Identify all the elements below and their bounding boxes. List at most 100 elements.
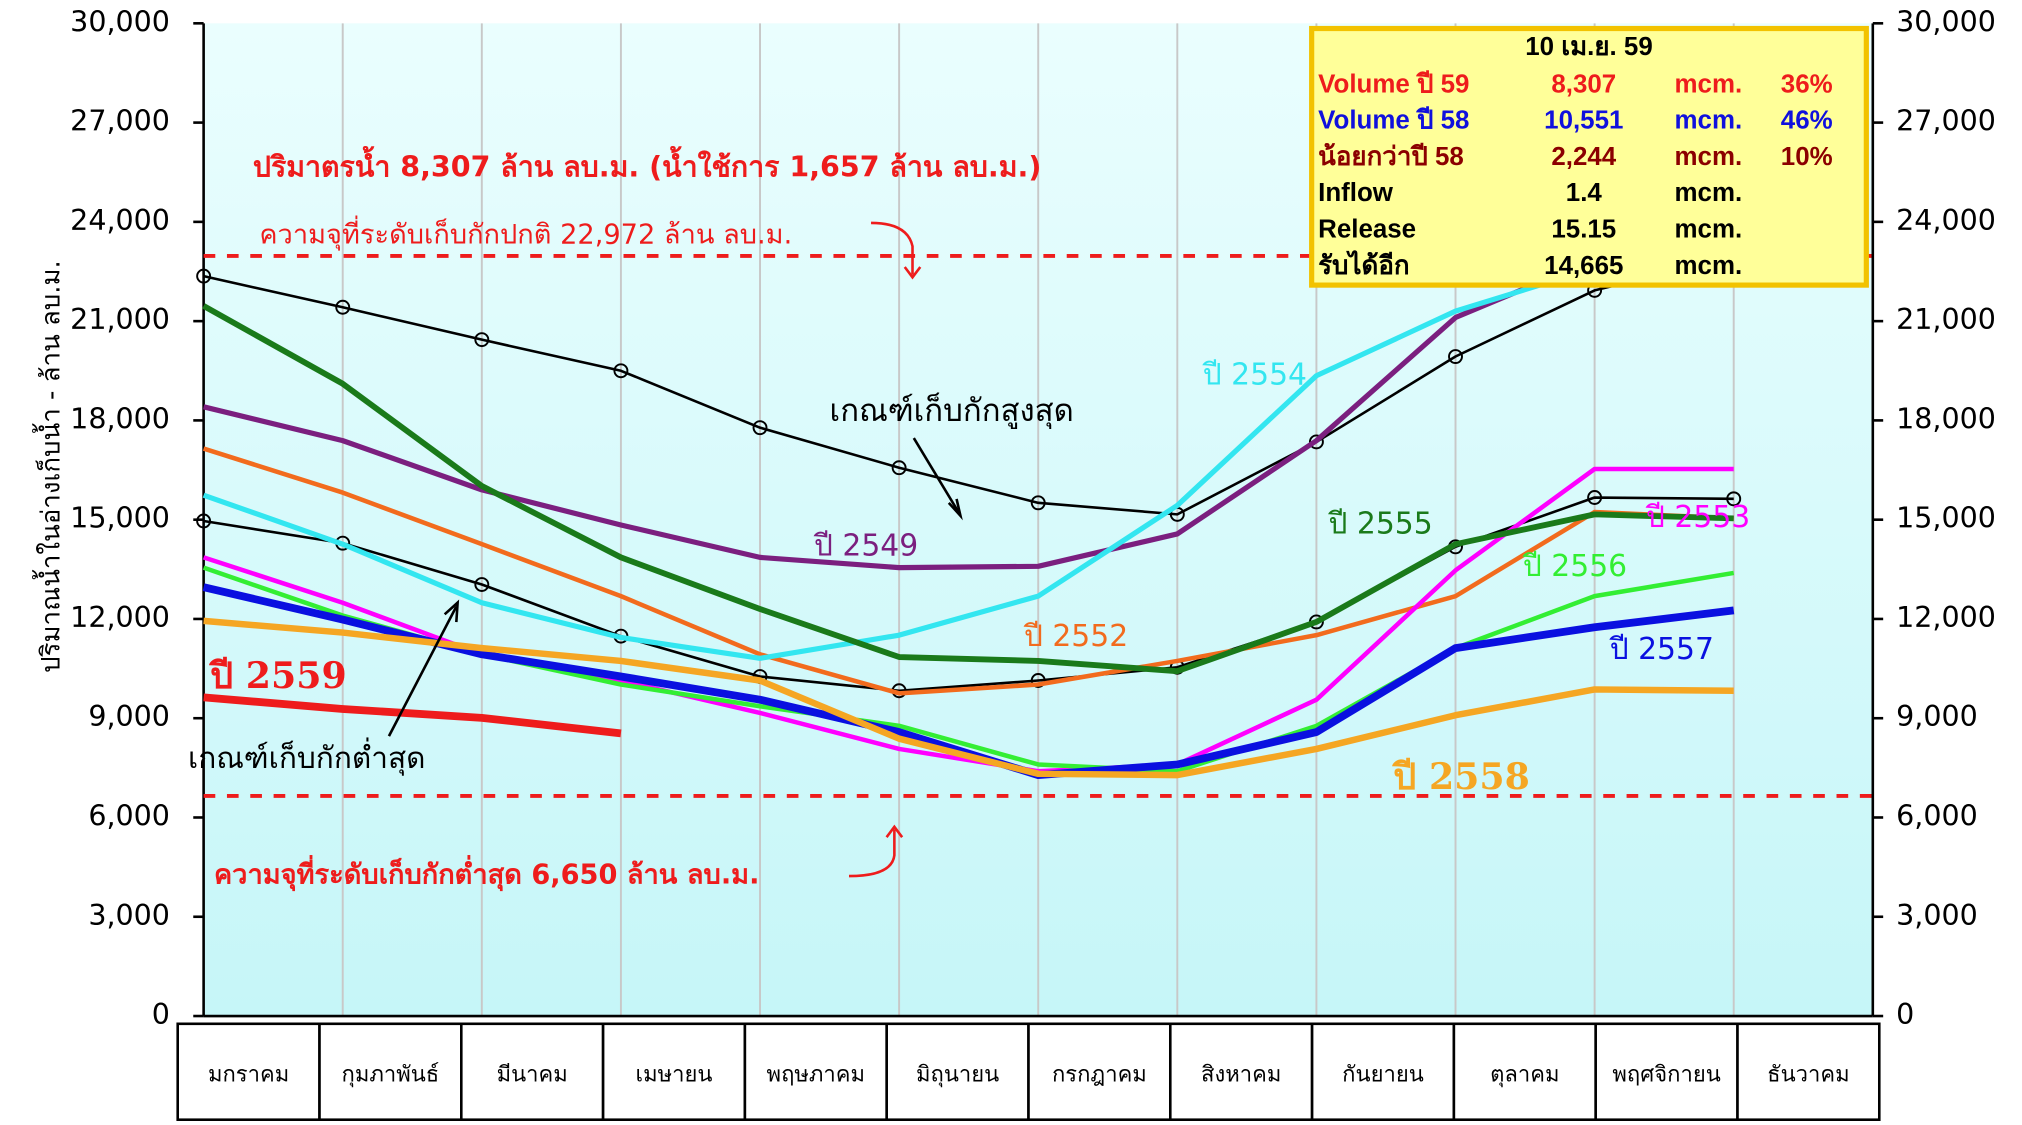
series-line bbox=[202, 446, 1734, 696]
info-cell: 2,244 bbox=[1551, 143, 1616, 171]
arrow-head bbox=[885, 824, 904, 838]
info-cell: รับได้อีก bbox=[1318, 250, 1409, 280]
month-cell bbox=[176, 1022, 321, 1122]
y2-tick-label: 27,000 bbox=[1896, 105, 1996, 138]
series-marker bbox=[474, 577, 490, 592]
y-tick-label: 0 bbox=[152, 998, 170, 1031]
month-cell bbox=[1168, 1022, 1314, 1122]
x-tick-label: มีนาคม bbox=[497, 1063, 568, 1088]
annotations: ความจุที่ระดับเก็บกักปกติ 22,972 ล้าน ลบ… bbox=[188, 145, 1750, 891]
series-marker bbox=[474, 332, 490, 348]
month-cell bbox=[1452, 1022, 1597, 1122]
series-line bbox=[203, 617, 1734, 779]
info-cell: mcm. bbox=[1675, 70, 1743, 98]
arrow bbox=[871, 221, 914, 275]
series-label: ปี 2558 bbox=[1392, 755, 1530, 798]
series-line bbox=[202, 265, 1734, 661]
y2-tick-label: 12,000 bbox=[1896, 601, 1996, 634]
y-tick-label: 15,000 bbox=[70, 502, 170, 535]
y2-tick-label: 3,000 bbox=[1896, 899, 1978, 932]
info-cell: 8,307 bbox=[1551, 70, 1616, 98]
series-label: ปี 2553 bbox=[1645, 500, 1750, 535]
series-marker bbox=[1448, 349, 1463, 364]
y-tick-label: 21,000 bbox=[70, 303, 170, 336]
series-line bbox=[203, 255, 1735, 516]
info-cell: Inflow bbox=[1318, 179, 1394, 207]
info-cell: 36% bbox=[1781, 70, 1833, 98]
x-tick-label: มกราคม bbox=[208, 1063, 289, 1088]
y2-tick-label: 30,000 bbox=[1896, 5, 1996, 38]
info-box: 10 เม.ย. 59 Volume ปี 59 8,307 mcm. 36% Volum… bbox=[1309, 25, 1869, 288]
y2-tick-label: 21,000 bbox=[1896, 303, 1996, 336]
arrow bbox=[387, 605, 458, 737]
month-row: มกราคม กุมภาพันธ์ มีนาคม เมษายน พฤษภาคม มิถุน… bbox=[176, 1022, 1881, 1122]
x-tick-label: กันยายน bbox=[1342, 1063, 1424, 1088]
lines bbox=[196, 249, 1742, 779]
info-cell: 15.15 bbox=[1551, 216, 1616, 244]
series-label: ปี 2554 bbox=[1202, 357, 1307, 392]
annotation: ปริมาตรน้ำ 8,307 ล้าน ลบ.ม. (น้ำใช้การ 1… bbox=[253, 145, 1042, 183]
month-cell bbox=[318, 1022, 463, 1122]
arrow bbox=[912, 437, 961, 514]
y2-tick-label: 15,000 bbox=[1896, 502, 1996, 535]
info-cell: 14,665 bbox=[1544, 252, 1623, 280]
info-cell: mcm. bbox=[1675, 143, 1743, 171]
series-marker bbox=[1030, 495, 1046, 511]
info-cell: mcm. bbox=[1675, 252, 1743, 280]
series-marker bbox=[196, 513, 212, 529]
series-label: ปี 2557 bbox=[1609, 632, 1714, 667]
series-label: ปี 2556 bbox=[1522, 549, 1627, 584]
series-marker bbox=[1726, 491, 1742, 507]
info-cell: 46% bbox=[1781, 107, 1833, 135]
x-tick-label: สิงหาคม bbox=[1201, 1063, 1281, 1088]
y-axis-title: ปริมาณน้ำในอ่างเก็บน้ำ - ล้าน ลบ.ม. bbox=[31, 260, 66, 673]
arrow-head bbox=[443, 599, 460, 623]
x-tick-label: มิถุนายน bbox=[916, 1063, 999, 1088]
y2-tick-label: 9,000 bbox=[1896, 700, 1978, 733]
x-tick-label: เมษายน bbox=[636, 1063, 713, 1088]
y-tick-label: 18,000 bbox=[70, 402, 170, 435]
info-cell: mcm. bbox=[1675, 179, 1743, 207]
info-cell: น้อยกว่าปี 58 bbox=[1318, 142, 1464, 171]
info-title: 10 เม.ย. 59 bbox=[1525, 33, 1653, 61]
arrow-head bbox=[903, 266, 922, 280]
y2-tick-label: 24,000 bbox=[1896, 204, 1996, 237]
y-tick-label: 9,000 bbox=[88, 700, 170, 733]
y-tick-label: 24,000 bbox=[70, 204, 170, 237]
x-tick-label: พฤษภาคม bbox=[767, 1063, 865, 1088]
y-tick-label: 27,000 bbox=[70, 105, 170, 138]
x-tick-label: ธันวาคม bbox=[1767, 1063, 1849, 1088]
reference-label: ความจุที่ระดับเก็บกักต่ำสุด 6,650 ล้าน ล… bbox=[214, 855, 759, 892]
series-label: ปี 2552 bbox=[1023, 619, 1128, 654]
y-tick-label: 12,000 bbox=[70, 601, 170, 634]
y-tick-label: 6,000 bbox=[88, 799, 170, 832]
reference-label: ความจุที่ระดับเก็บกักปกติ 22,972 ล้าน ลบ… bbox=[259, 215, 792, 251]
x-tick-label: กุมภาพันธ์ bbox=[342, 1063, 440, 1088]
month-cell bbox=[601, 1022, 747, 1122]
x-tick-label: ตุลาคม bbox=[1490, 1063, 1559, 1088]
series-label: ปี 2555 bbox=[1328, 506, 1433, 541]
info-box-frame bbox=[1309, 25, 1869, 288]
series-label: ปี 2549 bbox=[813, 528, 918, 563]
info-cell: mcm. bbox=[1675, 216, 1743, 244]
series-label: เกณฑ์เก็บกักสูงสุด bbox=[830, 392, 1074, 430]
series-marker bbox=[891, 460, 907, 476]
info-cell: Volume ปี 58 bbox=[1318, 106, 1469, 135]
x-tick-label: พฤศจิกายน bbox=[1612, 1063, 1720, 1088]
x-tick-label: กรกฎาคม bbox=[1052, 1063, 1147, 1088]
info-cell: 10% bbox=[1781, 143, 1833, 171]
info-cell: Release bbox=[1318, 216, 1416, 244]
month-cell bbox=[885, 1022, 1030, 1122]
month-cell bbox=[1736, 1022, 1881, 1122]
arrow-head bbox=[947, 498, 963, 521]
y2-tick-label: 18,000 bbox=[1896, 402, 1996, 435]
y-tick-label: 30,000 bbox=[70, 5, 170, 38]
series-marker bbox=[752, 420, 768, 436]
series-label: ปี 2559 bbox=[209, 654, 347, 697]
info-cell: Volume ปี 59 bbox=[1318, 69, 1469, 98]
series-marker bbox=[196, 268, 212, 284]
series-marker bbox=[1030, 673, 1046, 688]
series-line bbox=[203, 693, 622, 738]
info-cell: mcm. bbox=[1675, 107, 1743, 135]
